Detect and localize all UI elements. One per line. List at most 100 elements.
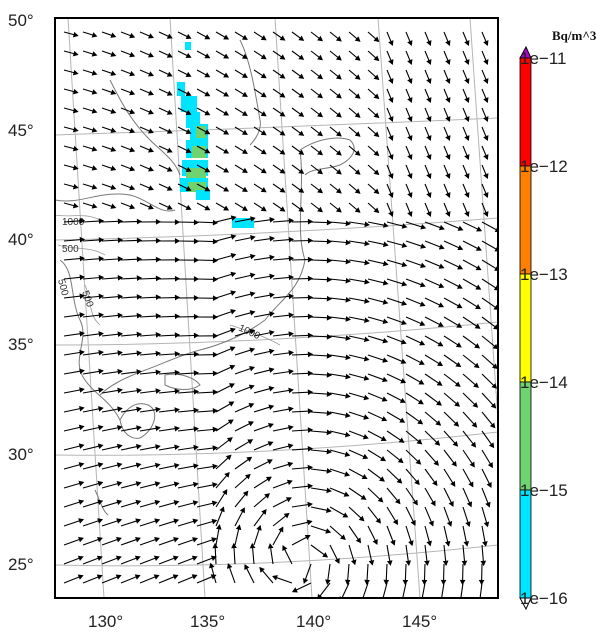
wind-arrow-head — [166, 185, 173, 191]
wind-arrow-head — [304, 534, 311, 541]
wind-arrow-head — [459, 579, 466, 586]
wind-arrow-head — [444, 540, 451, 547]
wind-arrow-head — [278, 526, 284, 533]
wind-arrow-head — [415, 459, 422, 465]
lon-label: 145° — [402, 612, 437, 631]
wind-arrow-head — [129, 184, 136, 191]
wind-arrow-head — [317, 35, 324, 42]
wind-arrow-head — [155, 406, 161, 413]
wind-arrow-head — [98, 274, 105, 281]
wind-arrow-head — [298, 54, 305, 60]
wind-arrow-head — [229, 327, 236, 334]
wind-arrow-head — [279, 92, 286, 98]
wind-arrow-head — [390, 539, 396, 546]
wind-arrow-head — [192, 500, 199, 506]
wind-arrow-head — [464, 211, 470, 217]
wind-arrow-head — [166, 128, 173, 134]
wind-arrow-head — [342, 512, 349, 518]
wind-arrow-head — [223, 148, 230, 154]
wind-arrow-head — [148, 52, 154, 58]
wind-arrow-head — [148, 147, 154, 153]
wind-arrow-head — [335, 93, 342, 99]
wind-arrow-head — [268, 367, 275, 373]
wind-arrow-head — [326, 429, 333, 436]
wind-arrow-head — [216, 524, 222, 530]
wind-arrow-head — [231, 542, 237, 549]
wind-arrow-head — [72, 31, 79, 38]
coastline-korea — [59, 259, 121, 421]
wind-arrow-head — [155, 331, 162, 338]
wind-arrow-head — [354, 150, 361, 156]
wind-arrow-head — [363, 414, 370, 420]
wind-arrow-head — [185, 71, 192, 77]
wind-arrow-head — [373, 131, 380, 138]
wind-arrow-head — [375, 517, 382, 524]
wind-arrow-head — [136, 406, 142, 413]
wind-arrow-head — [418, 379, 425, 385]
wind-arrow-head — [345, 296, 352, 303]
coastline-shikoku — [164, 373, 201, 390]
wind-arrow-head — [380, 455, 386, 462]
wind-arrow-head — [373, 150, 380, 157]
wind-arrow-head — [185, 185, 192, 191]
wind-arrow-head — [402, 579, 409, 586]
wind-arrow-head — [362, 453, 369, 460]
wind-arrow-head — [464, 97, 470, 103]
plume-cell — [196, 126, 206, 138]
wind-arrow-head — [155, 369, 162, 376]
wind-arrow — [362, 582, 369, 598]
wind-arrow-head — [473, 362, 480, 369]
wind-arrow-head — [185, 90, 192, 96]
wind-arrow-head — [129, 51, 136, 58]
wind-arrow-head — [307, 464, 314, 471]
wind-arrow-head — [78, 424, 85, 431]
wind-arrow-head — [326, 410, 333, 417]
wind-arrow-head — [483, 173, 489, 179]
wind-arrow-head — [344, 579, 351, 586]
wind-arrow-head — [282, 545, 288, 552]
wind-arrow-head — [436, 380, 443, 386]
graticule-lat-40 — [55, 217, 498, 241]
wind-arrow-head — [426, 135, 432, 141]
wind-arrow-head — [117, 368, 123, 375]
coastline-ryukyu — [94, 489, 109, 516]
wind-arrow-head — [260, 168, 267, 174]
wind-arrow-head — [487, 462, 493, 469]
wind-arrow-head — [212, 482, 218, 488]
wind-arrow-head — [223, 34, 230, 40]
wind-arrow-head — [174, 425, 180, 432]
wind-arrow — [341, 582, 350, 598]
wind-arrow-head — [350, 559, 357, 566]
wind-arrow-head — [364, 317, 370, 323]
wind-arrow-head — [489, 422, 496, 429]
wind-arrow-head — [492, 363, 498, 370]
wind-arrow-head — [381, 416, 388, 422]
wind-arrow-head — [268, 348, 275, 355]
wind-arrow-head — [268, 386, 275, 392]
wind-arrow-head — [335, 74, 342, 80]
wind-arrow-head — [91, 146, 98, 152]
coastline-kyushu — [119, 403, 156, 439]
wind-arrow-head — [345, 277, 352, 284]
wind-arrow-head — [117, 425, 123, 431]
wind-arrow-head — [204, 205, 211, 211]
wind-arrow-head — [437, 321, 444, 327]
wind-arrow-head — [166, 33, 173, 39]
wind-arrow-head — [204, 129, 211, 135]
coastline-east-asia — [55, 193, 176, 212]
wind-arrow-head — [279, 206, 286, 212]
wind-arrow-head — [249, 272, 256, 279]
wind-arrow-head — [77, 574, 84, 580]
wind-arrow-head — [475, 245, 482, 251]
wind-arrow-head — [193, 463, 199, 469]
lat-label: 50° — [8, 11, 34, 30]
wind-arrow-head — [463, 541, 470, 547]
colorbar-bottom-marker — [519, 597, 532, 611]
wind-arrow-head — [260, 35, 267, 41]
wind-arrow-head — [98, 368, 104, 375]
wind-arrow-head — [426, 97, 432, 103]
wind-arrow-head — [464, 59, 470, 65]
wind-arrow-head — [91, 89, 98, 95]
wind-arrow-head — [432, 480, 438, 487]
wind-arrow-head — [362, 434, 369, 440]
